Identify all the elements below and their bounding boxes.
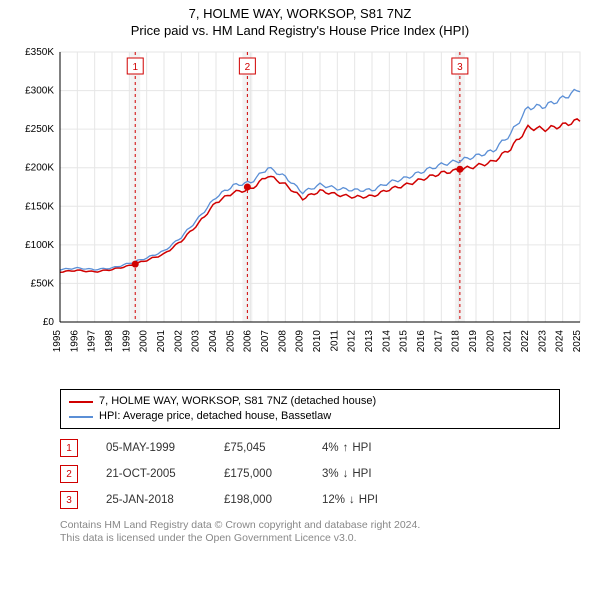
marker-suffix: HPI (352, 442, 371, 454)
svg-text:1998: 1998 (104, 330, 115, 353)
marker-row: 3 25-JAN-2018 £198,000 12% ↓ HPI (60, 487, 560, 513)
svg-text:2022: 2022 (520, 330, 531, 353)
marker-suffix: HPI (359, 494, 378, 506)
svg-text:2004: 2004 (208, 330, 219, 353)
arrow-down-icon: ↓ (343, 468, 349, 480)
marker-row: 2 21-OCT-2005 £175,000 3% ↓ HPI (60, 461, 560, 487)
svg-text:£300K: £300K (25, 86, 54, 97)
svg-text:2007: 2007 (260, 330, 271, 353)
marker-pct: 12% (322, 494, 345, 506)
legend: 7, HOLME WAY, WORKSOP, S81 7NZ (detached… (60, 389, 560, 429)
chart-title-subtitle: Price paid vs. HM Land Registry's House … (0, 23, 600, 38)
svg-text:£100K: £100K (25, 240, 54, 251)
marker-change: 12% ↓ HPI (322, 494, 378, 506)
svg-text:2017: 2017 (433, 330, 444, 353)
svg-text:2001: 2001 (156, 330, 167, 353)
chart-svg: £0 £50K £100K £150K £200K £250K £300K £350K 1995… (10, 42, 590, 382)
footer: Contains HM Land Registry data © Crown c… (60, 519, 560, 545)
svg-text:1996: 1996 (69, 330, 80, 353)
marker-date: 21-OCT-2005 (106, 468, 196, 480)
svg-text:2015: 2015 (399, 330, 410, 353)
legend-swatch (69, 401, 93, 403)
arrow-up-icon: ↑ (343, 442, 349, 454)
marker-date: 05-MAY-1999 (106, 442, 196, 454)
svg-text:1995: 1995 (52, 330, 63, 353)
svg-text:2016: 2016 (416, 330, 427, 353)
legend-swatch (69, 416, 93, 418)
svg-text:2005: 2005 (225, 330, 236, 353)
svg-text:2012: 2012 (347, 330, 358, 353)
marker-date: 25-JAN-2018 (106, 494, 196, 506)
marker-pct: 4% (322, 442, 339, 454)
marker-price: £198,000 (224, 494, 294, 506)
svg-text:2000: 2000 (139, 330, 150, 353)
marker-price: £175,000 (224, 468, 294, 480)
svg-text:£150K: £150K (25, 201, 54, 212)
footer-line1: Contains HM Land Registry data © Crown c… (60, 519, 560, 532)
svg-text:2013: 2013 (364, 330, 375, 353)
svg-text:2010: 2010 (312, 330, 323, 353)
svg-text:£0: £0 (43, 317, 55, 328)
marker-badge: 3 (60, 491, 78, 509)
marker-suffix: HPI (352, 468, 371, 480)
arrow-down-icon: ↓ (349, 494, 355, 506)
svg-text:2006: 2006 (243, 330, 254, 353)
marker-price: £75,045 (224, 442, 294, 454)
svg-text:2002: 2002 (173, 330, 184, 353)
marker-change: 3% ↓ HPI (322, 468, 372, 480)
svg-text:2025: 2025 (572, 330, 583, 353)
chart-title-address: 7, HOLME WAY, WORKSOP, S81 7NZ (0, 6, 600, 21)
chart-titles: 7, HOLME WAY, WORKSOP, S81 7NZ Price pai… (0, 0, 600, 38)
svg-text:£350K: £350K (25, 47, 54, 58)
svg-text:2008: 2008 (277, 330, 288, 353)
legend-item: HPI: Average price, detached house, Bass… (69, 409, 551, 424)
svg-text:2009: 2009 (295, 330, 306, 353)
chart: £0 £50K £100K £150K £200K £250K £300K £350K 1995… (10, 42, 590, 387)
markers-table: 1 05-MAY-1999 £75,045 4% ↑ HPI 2 21-OCT-… (60, 435, 560, 513)
svg-text:2003: 2003 (191, 330, 202, 353)
page: 7, HOLME WAY, WORKSOP, S81 7NZ Price pai… (0, 0, 600, 545)
svg-text:£50K: £50K (31, 278, 55, 289)
marker-pct: 3% (322, 468, 339, 480)
svg-text:£250K: £250K (25, 124, 54, 135)
svg-text:2023: 2023 (537, 330, 548, 353)
svg-text:1999: 1999 (121, 330, 132, 353)
svg-text:2: 2 (245, 62, 251, 73)
svg-text:2011: 2011 (329, 330, 340, 352)
legend-item: 7, HOLME WAY, WORKSOP, S81 7NZ (detached… (69, 394, 551, 409)
marker-badge: 2 (60, 465, 78, 483)
svg-text:1: 1 (132, 62, 138, 73)
svg-text:£200K: £200K (25, 163, 54, 174)
svg-text:2014: 2014 (381, 330, 392, 353)
svg-text:2024: 2024 (555, 330, 566, 353)
legend-label: 7, HOLME WAY, WORKSOP, S81 7NZ (detached… (99, 394, 376, 409)
marker-change: 4% ↑ HPI (322, 442, 372, 454)
svg-text:2018: 2018 (451, 330, 462, 353)
marker-row: 1 05-MAY-1999 £75,045 4% ↑ HPI (60, 435, 560, 461)
svg-text:2021: 2021 (503, 330, 514, 353)
footer-line2: This data is licensed under the Open Gov… (60, 532, 560, 545)
svg-text:3: 3 (457, 62, 463, 73)
svg-text:2019: 2019 (468, 330, 479, 353)
marker-badge: 1 (60, 439, 78, 457)
svg-text:1997: 1997 (87, 330, 98, 353)
svg-text:2020: 2020 (485, 330, 496, 353)
legend-label: HPI: Average price, detached house, Bass… (99, 409, 331, 424)
